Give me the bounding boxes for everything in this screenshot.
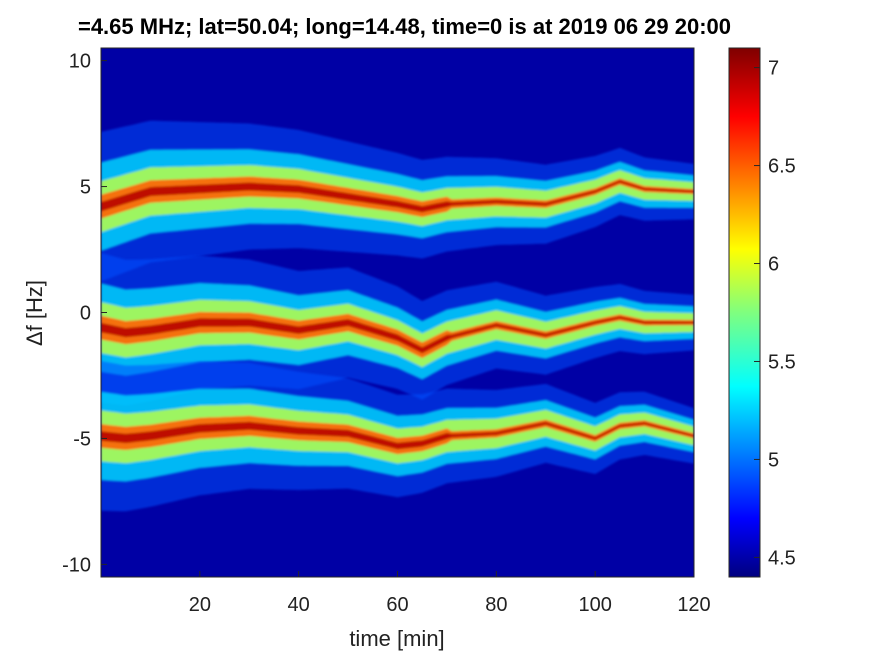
colorbar-tick-label: 7: [768, 58, 779, 80]
y-tick-label: 0: [80, 303, 91, 325]
x-axis-label: time [min]: [349, 626, 444, 651]
trace-1: [101, 120, 694, 282]
y-tick-label: -10: [62, 554, 91, 576]
y-tick-label: 5: [80, 177, 91, 199]
x-tick-label: 120: [677, 594, 710, 616]
colorbar-tick-label: 5.5: [768, 351, 796, 373]
trace-1-band-5: [101, 180, 694, 213]
x-tick-label: 60: [386, 594, 408, 616]
x-tick-label: 80: [485, 594, 507, 616]
x-tick-label: 40: [288, 594, 310, 616]
colorbar: [728, 47, 761, 578]
colorbar-tick-label: 6: [768, 254, 779, 276]
x-tick-label: 20: [189, 594, 211, 616]
y-tick-label: 10: [69, 51, 91, 73]
y-tick-label: -5: [73, 428, 91, 450]
colorbar-tick-label: 5: [768, 449, 779, 471]
trace-2-band-5: [101, 316, 694, 354]
colorbar-tick-label: 6.5: [768, 156, 796, 178]
colorbar-tick-label: 4.5: [768, 547, 796, 569]
x-tick-label: 100: [578, 594, 611, 616]
y-axis-label: Δf [Hz]: [22, 280, 47, 346]
trace-3-band-5: [101, 421, 694, 450]
trace-3: [101, 361, 694, 512]
chart-title: =4.65 MHz; lat=50.04; long=14.48, time=0…: [77, 14, 732, 39]
